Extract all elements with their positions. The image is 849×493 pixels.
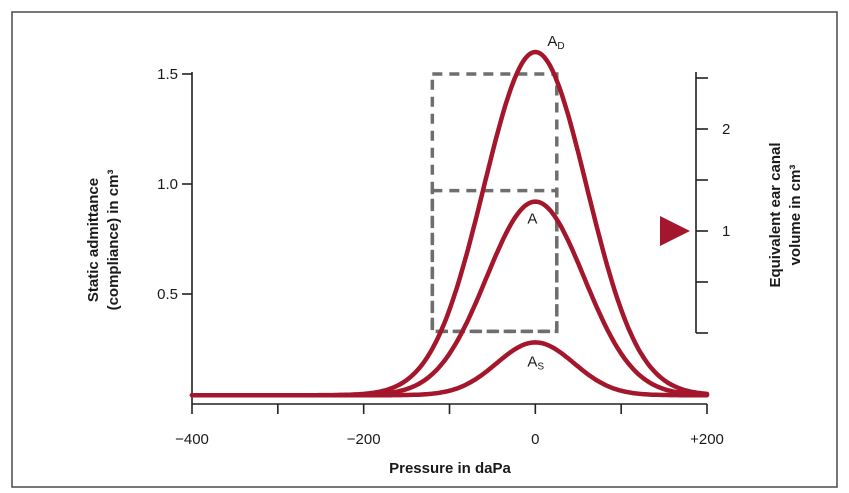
dashed-box-2: [430, 188, 559, 334]
y-tick-label: 1.5: [157, 66, 178, 83]
y2-axis-title-line1: Equivalent ear canal: [767, 142, 784, 287]
y2-axis-title-line2: volume in cm³: [787, 165, 804, 266]
y2-tick-label: 2: [722, 121, 730, 138]
curve-as: [189, 340, 710, 398]
y-tick-label: 1.0: [157, 176, 178, 193]
chart-border: [11, 11, 838, 488]
x-tick-label: 0: [531, 431, 539, 448]
curve-label-subscript: S: [537, 361, 544, 372]
y-axis-title-line2: (compliance) in cm³: [105, 170, 122, 311]
dashed-boxes-layer: [430, 72, 559, 334]
y-tick-label: 0.5: [157, 286, 178, 303]
ticks-layer: −400 −200 0 +200 0.5 1.0 1.5 1 2: [157, 66, 730, 448]
curve-label: A: [527, 211, 537, 228]
y2-tick-label: 1: [722, 223, 730, 240]
y-axis-title-line1: Static admittance: [85, 178, 102, 302]
x-tick-label: −400: [175, 431, 209, 448]
curve-label-subscript: D: [557, 41, 564, 52]
x-axis-title: Pressure in daPa: [389, 460, 511, 477]
y2-marker-triangle: [660, 216, 690, 246]
curves-layer: [189, 49, 710, 398]
x-tick-label: +200: [690, 431, 724, 448]
x-tick-label: −200: [347, 431, 381, 448]
